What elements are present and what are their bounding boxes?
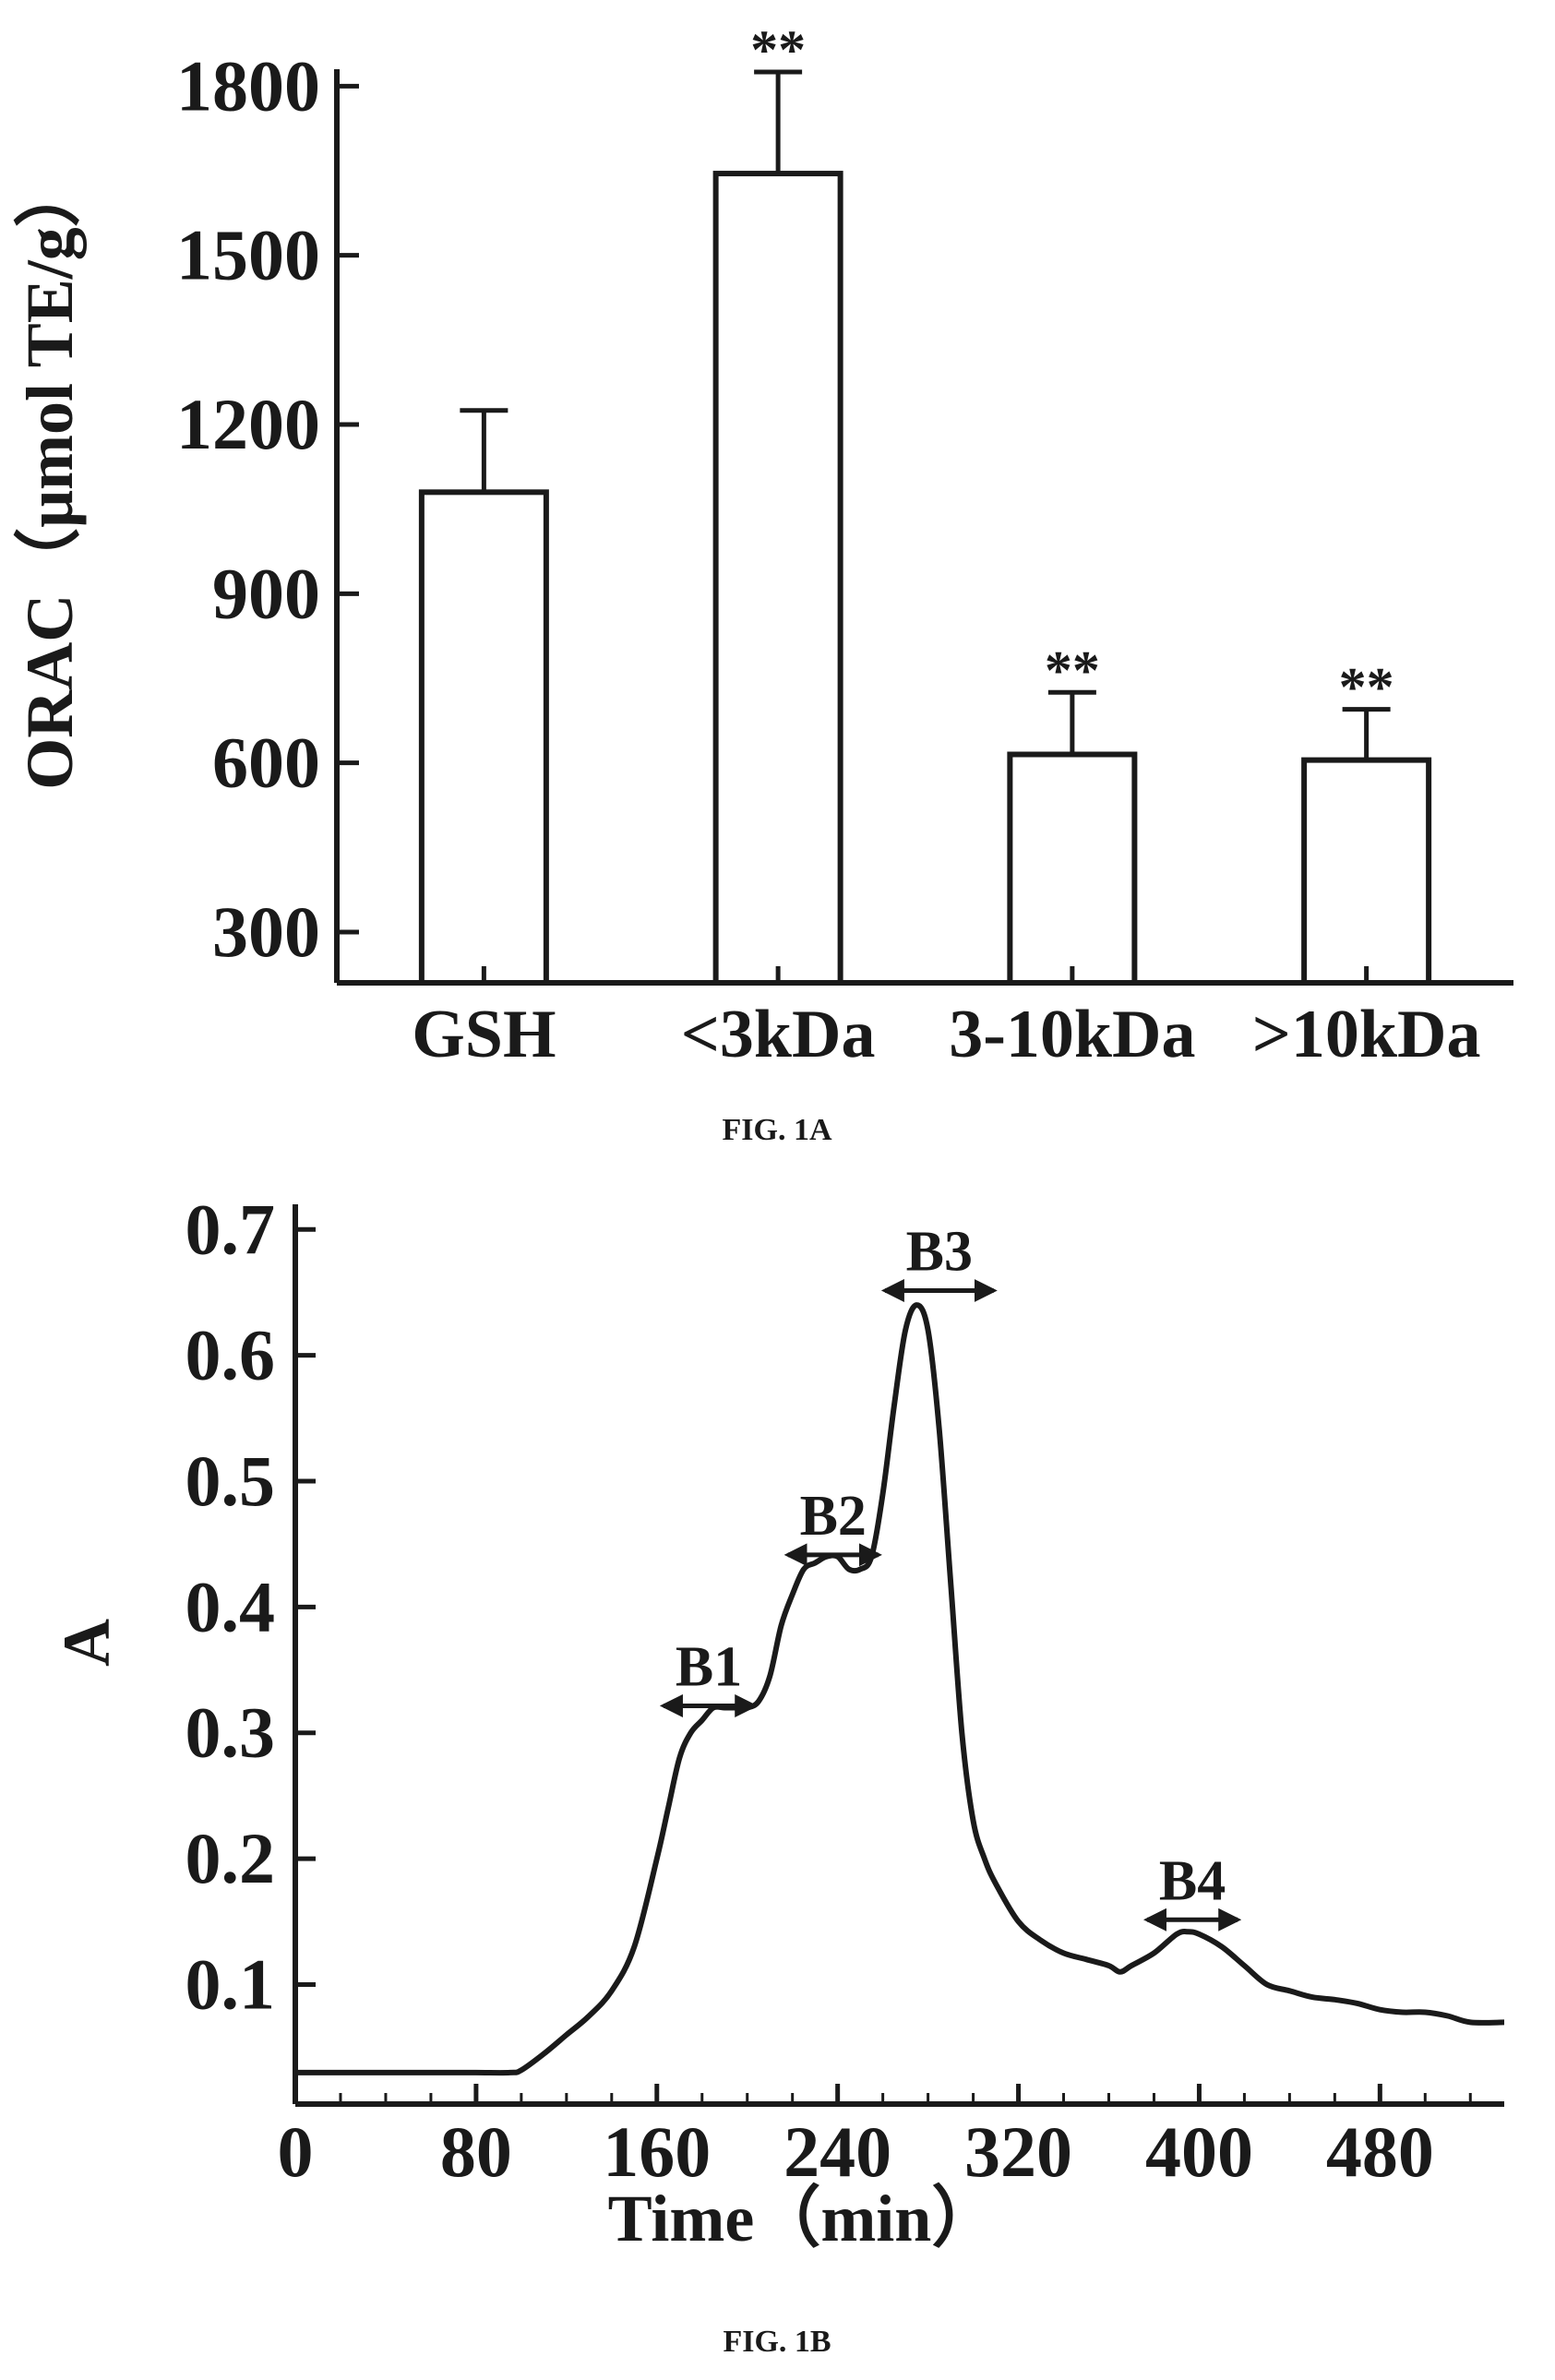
line-chart-x-tick-label: 160 bbox=[603, 2111, 711, 2192]
significance-mark: ** bbox=[750, 19, 806, 80]
line-chart-y-tick-label: 0.4 bbox=[185, 1566, 276, 1646]
line-chart-y-tick-label: 0.3 bbox=[185, 1692, 276, 1773]
line-chart-x-tick-label: 320 bbox=[964, 2111, 1072, 2192]
line-chart-y-tick-label: 0.5 bbox=[185, 1441, 276, 1521]
figure-caption-1a: FIG. 1A bbox=[723, 1113, 832, 1147]
bar-chart-y-tick-label: 300 bbox=[212, 891, 320, 972]
bar-chart-y-tick-label: 600 bbox=[212, 723, 320, 803]
bar bbox=[1007, 751, 1138, 986]
figure-caption-1b: FIG. 1B bbox=[723, 2325, 831, 2359]
peak-label: B4 bbox=[1159, 1849, 1226, 1912]
line-chart-x-tick-label: 0 bbox=[278, 2111, 314, 2192]
bar-chart-y-axis-title: ORAC（μmol TE/g） bbox=[13, 161, 87, 790]
bar-chart-bars bbox=[418, 69, 1432, 987]
line-chart-x-tick-label: 480 bbox=[1326, 2111, 1434, 2192]
line-chart-y-axis-title: A bbox=[50, 1619, 124, 1667]
absorbance-curve bbox=[295, 1302, 1505, 2076]
bar bbox=[1301, 757, 1432, 986]
significance-mark: ** bbox=[1339, 657, 1394, 718]
line-chart-y-tick-label: 0.2 bbox=[185, 1818, 276, 1898]
orac-bar-chart: 300 600 900 1200 1500 1800 GSH ** <3kDa ** 3-10kDa… bbox=[13, 19, 1513, 1072]
significance-mark: ** bbox=[1045, 640, 1100, 700]
line-chart-x-tick-label: 80 bbox=[440, 2111, 512, 2192]
bar-chart-category-label: >10kDa bbox=[1252, 997, 1481, 1072]
peak-label: B3 bbox=[906, 1220, 973, 1283]
bar bbox=[418, 489, 549, 986]
peak-label: B2 bbox=[800, 1485, 867, 1548]
line-chart-x-tick-label: 240 bbox=[783, 2111, 891, 2192]
bar-chart-y-tick-label: 900 bbox=[212, 553, 320, 633]
line-chart-axes: 0.1 0.2 0.3 0.4 0.5 0.6 0.7 0 80 160 240 320 400 480 bbox=[185, 1189, 1504, 2192]
bar-chart-category-label: 3-10kDa bbox=[949, 997, 1195, 1072]
line-chart-y-tick-label: 0.7 bbox=[185, 1189, 276, 1269]
bar-chart-y-tick-label: 1800 bbox=[176, 45, 320, 126]
peak-label: B1 bbox=[676, 1635, 742, 1698]
line-chart-x-axis-title: Time（min） bbox=[608, 2182, 999, 2255]
bar-chart-labels: 300 600 900 1200 1500 1800 GSH ** <3kDa ** 3-10kDa… bbox=[176, 19, 1481, 1072]
line-chart-x-tick-label: 400 bbox=[1145, 2111, 1253, 2192]
bar-chart-y-tick-label: 1500 bbox=[176, 215, 320, 295]
bar-chart-category-label: GSH bbox=[412, 997, 556, 1072]
line-chart-y-tick-label: 0.1 bbox=[185, 1943, 276, 2024]
line-chart-y-tick-label: 0.6 bbox=[185, 1315, 276, 1395]
bar-chart-y-tick-label: 1200 bbox=[176, 384, 320, 464]
bar bbox=[712, 171, 843, 987]
bar-chart-category-label: <3kDa bbox=[681, 997, 876, 1072]
line-chart-peak-annotations: B1 B2 B3 B4 bbox=[659, 1220, 1242, 1932]
absorbance-line-chart: 0.10.20.30.40.50.60.70 80 160 240 320 400 480 … bbox=[50, 1189, 1505, 2255]
line-chart-plot bbox=[295, 1302, 1505, 2076]
